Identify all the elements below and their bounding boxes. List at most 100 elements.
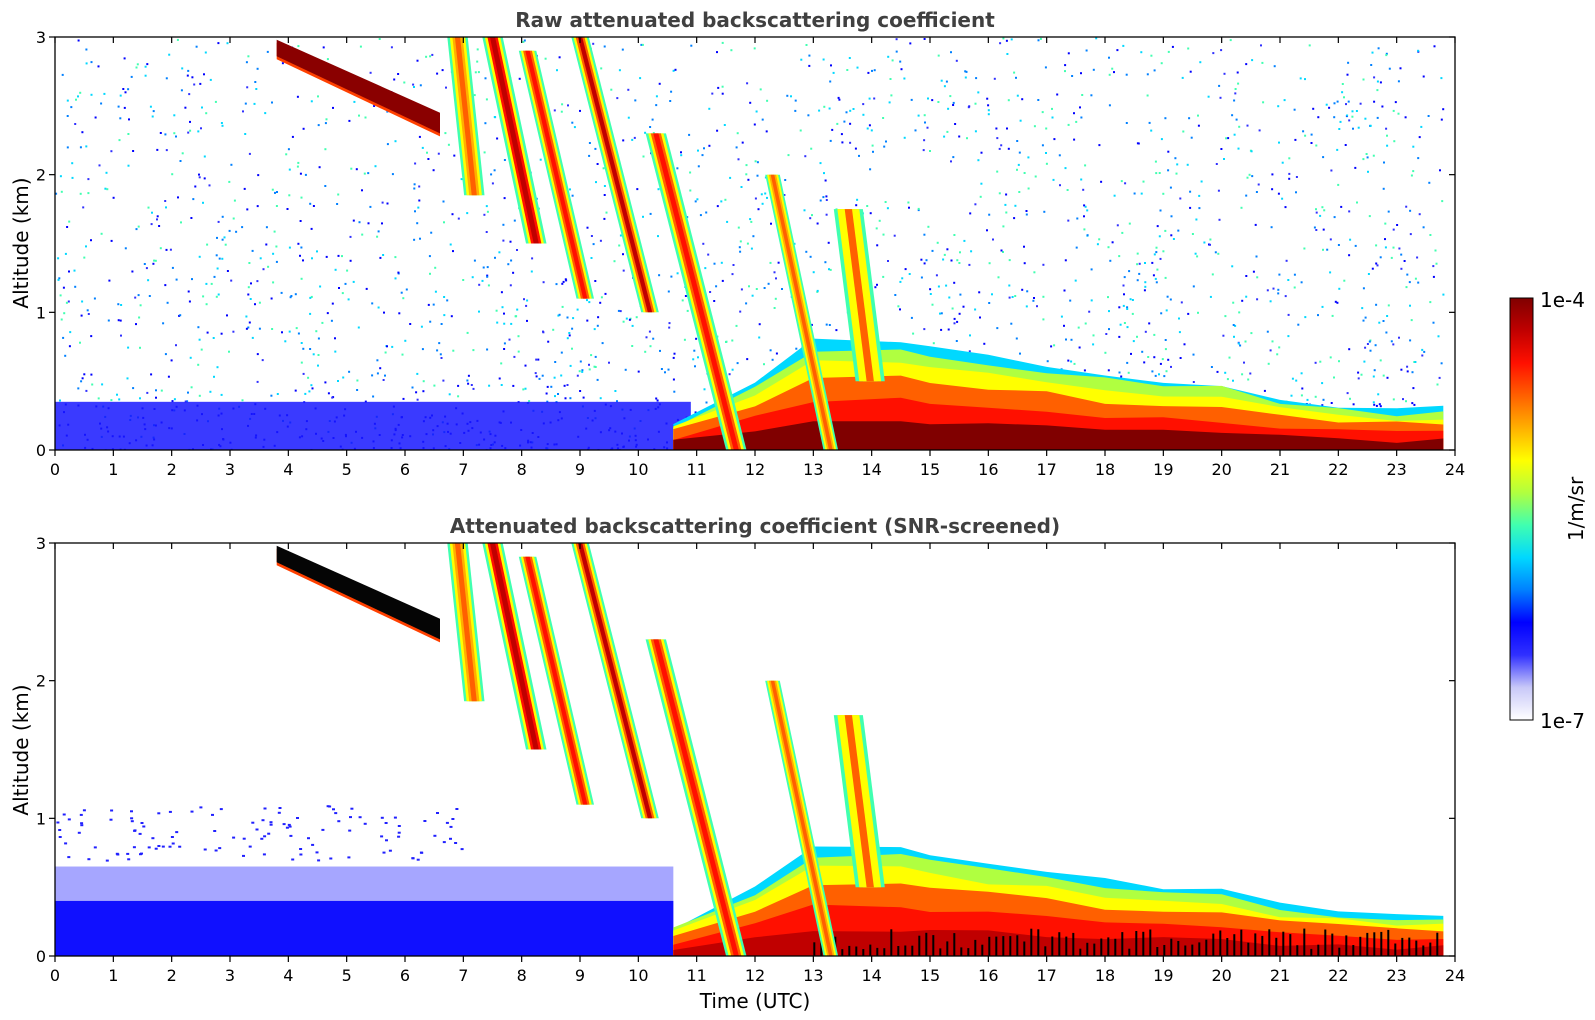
noise-speckle bbox=[436, 72, 439, 75]
noise-speckle bbox=[1348, 210, 1351, 213]
noise-speckle bbox=[230, 163, 233, 166]
noise-speckle bbox=[899, 60, 902, 63]
noise-speckle bbox=[228, 350, 230, 353]
noise-speckle bbox=[822, 58, 825, 61]
noise-speckle bbox=[899, 308, 901, 311]
noise-speckle bbox=[644, 131, 647, 134]
noise-speckle bbox=[1026, 290, 1029, 293]
noise-speckle bbox=[816, 289, 819, 292]
noise-speckle bbox=[1329, 238, 1332, 241]
noise-speckle bbox=[258, 301, 261, 304]
noise-speckle bbox=[539, 158, 542, 161]
noise-speckle bbox=[1256, 298, 1259, 301]
noise-speckle bbox=[1098, 238, 1101, 241]
noise-speckle bbox=[571, 121, 574, 124]
noise-speckle bbox=[302, 259, 304, 262]
noise-speckle bbox=[1220, 49, 1223, 52]
noise-speckle bbox=[693, 349, 696, 352]
noise-speckle bbox=[218, 847, 222, 850]
noise-speckle bbox=[262, 268, 265, 271]
noise-speckle bbox=[271, 101, 273, 104]
noise-speckle bbox=[288, 825, 292, 828]
noise-speckle bbox=[1069, 299, 1072, 302]
noise-speckle bbox=[85, 62, 88, 65]
noise-speckle bbox=[1066, 189, 1069, 191]
noise-speckle bbox=[1250, 332, 1253, 335]
noise-speckle bbox=[77, 39, 80, 42]
noise-speckle bbox=[848, 57, 851, 59]
saturated-spike bbox=[848, 945, 851, 956]
noise-speckle bbox=[171, 266, 174, 269]
noise-speckle bbox=[1266, 289, 1269, 292]
noise-speckle bbox=[444, 132, 447, 135]
noise-speckle bbox=[555, 283, 558, 286]
noise-speckle bbox=[372, 395, 375, 398]
noise-speckle bbox=[1189, 206, 1192, 209]
noise-speckle bbox=[205, 112, 208, 115]
noise-speckle bbox=[97, 65, 100, 68]
noise-speckle bbox=[566, 337, 569, 340]
noise-speckle bbox=[247, 55, 250, 58]
noise-speckle bbox=[1063, 289, 1066, 292]
noise-speckle bbox=[1384, 238, 1386, 241]
noise-speckle bbox=[1007, 147, 1010, 150]
noise-speckle bbox=[1085, 49, 1088, 52]
noise-speckle bbox=[127, 858, 131, 861]
y-tick-label: 1 bbox=[36, 809, 46, 828]
noise-speckle bbox=[711, 92, 714, 95]
y-tick-label: 3 bbox=[36, 534, 46, 553]
noise-speckle bbox=[1170, 234, 1173, 237]
noise-speckle bbox=[189, 129, 192, 132]
noise-speckle bbox=[273, 230, 276, 233]
noise-speckle bbox=[1278, 346, 1281, 349]
saturated-spike bbox=[911, 945, 914, 956]
noise-speckle bbox=[437, 152, 440, 155]
noise-speckle bbox=[62, 286, 65, 289]
noise-speckle bbox=[476, 60, 479, 63]
noise-speckle bbox=[1344, 144, 1347, 146]
noise-speckle bbox=[401, 353, 404, 356]
x-tick-label: 17 bbox=[1036, 460, 1056, 479]
noise-speckle bbox=[578, 370, 581, 373]
saturated-spike bbox=[1296, 945, 1299, 956]
noise-speckle bbox=[485, 231, 488, 233]
noise-speckle bbox=[1319, 360, 1322, 363]
noise-speckle bbox=[1067, 219, 1070, 222]
noise-speckle bbox=[987, 113, 990, 116]
noise-speckle bbox=[443, 296, 446, 298]
noise-speckle bbox=[509, 284, 512, 287]
noise-speckle bbox=[376, 235, 379, 238]
noise-speckle bbox=[1090, 299, 1093, 302]
noise-speckle bbox=[1083, 369, 1086, 372]
noise-speckle bbox=[349, 235, 352, 238]
noise-speckle bbox=[150, 373, 153, 376]
noise-speckle bbox=[397, 825, 401, 827]
noise-speckle bbox=[220, 393, 223, 396]
noise-speckle bbox=[1158, 172, 1161, 174]
noise-speckle bbox=[1144, 262, 1146, 264]
noise-speckle bbox=[356, 389, 359, 391]
noise-speckle bbox=[1300, 281, 1303, 284]
noise-speckle bbox=[248, 845, 252, 848]
noise-speckle bbox=[1385, 127, 1388, 130]
noise-speckle bbox=[246, 86, 249, 89]
noise-speckle bbox=[80, 822, 84, 825]
noise-speckle bbox=[708, 144, 711, 147]
colorbar-unit-label: 1/m/sr bbox=[1564, 476, 1588, 541]
saturated-spike bbox=[1359, 936, 1362, 956]
noise-speckle bbox=[561, 282, 564, 285]
noise-speckle bbox=[194, 185, 197, 188]
noise-speckle bbox=[542, 281, 545, 284]
noise-speckle bbox=[219, 808, 223, 811]
noise-speckle bbox=[1187, 47, 1190, 50]
noise-speckle bbox=[873, 69, 876, 72]
noise-speckle bbox=[1251, 175, 1254, 178]
saturated-spike bbox=[1282, 931, 1285, 956]
fall-streak bbox=[577, 543, 653, 819]
noise-speckle bbox=[1388, 67, 1391, 70]
noise-speckle bbox=[331, 302, 334, 305]
noise-speckle bbox=[105, 171, 108, 174]
noise-speckle bbox=[655, 104, 658, 107]
noise-speckle bbox=[93, 297, 96, 300]
noise-speckle bbox=[929, 150, 931, 152]
